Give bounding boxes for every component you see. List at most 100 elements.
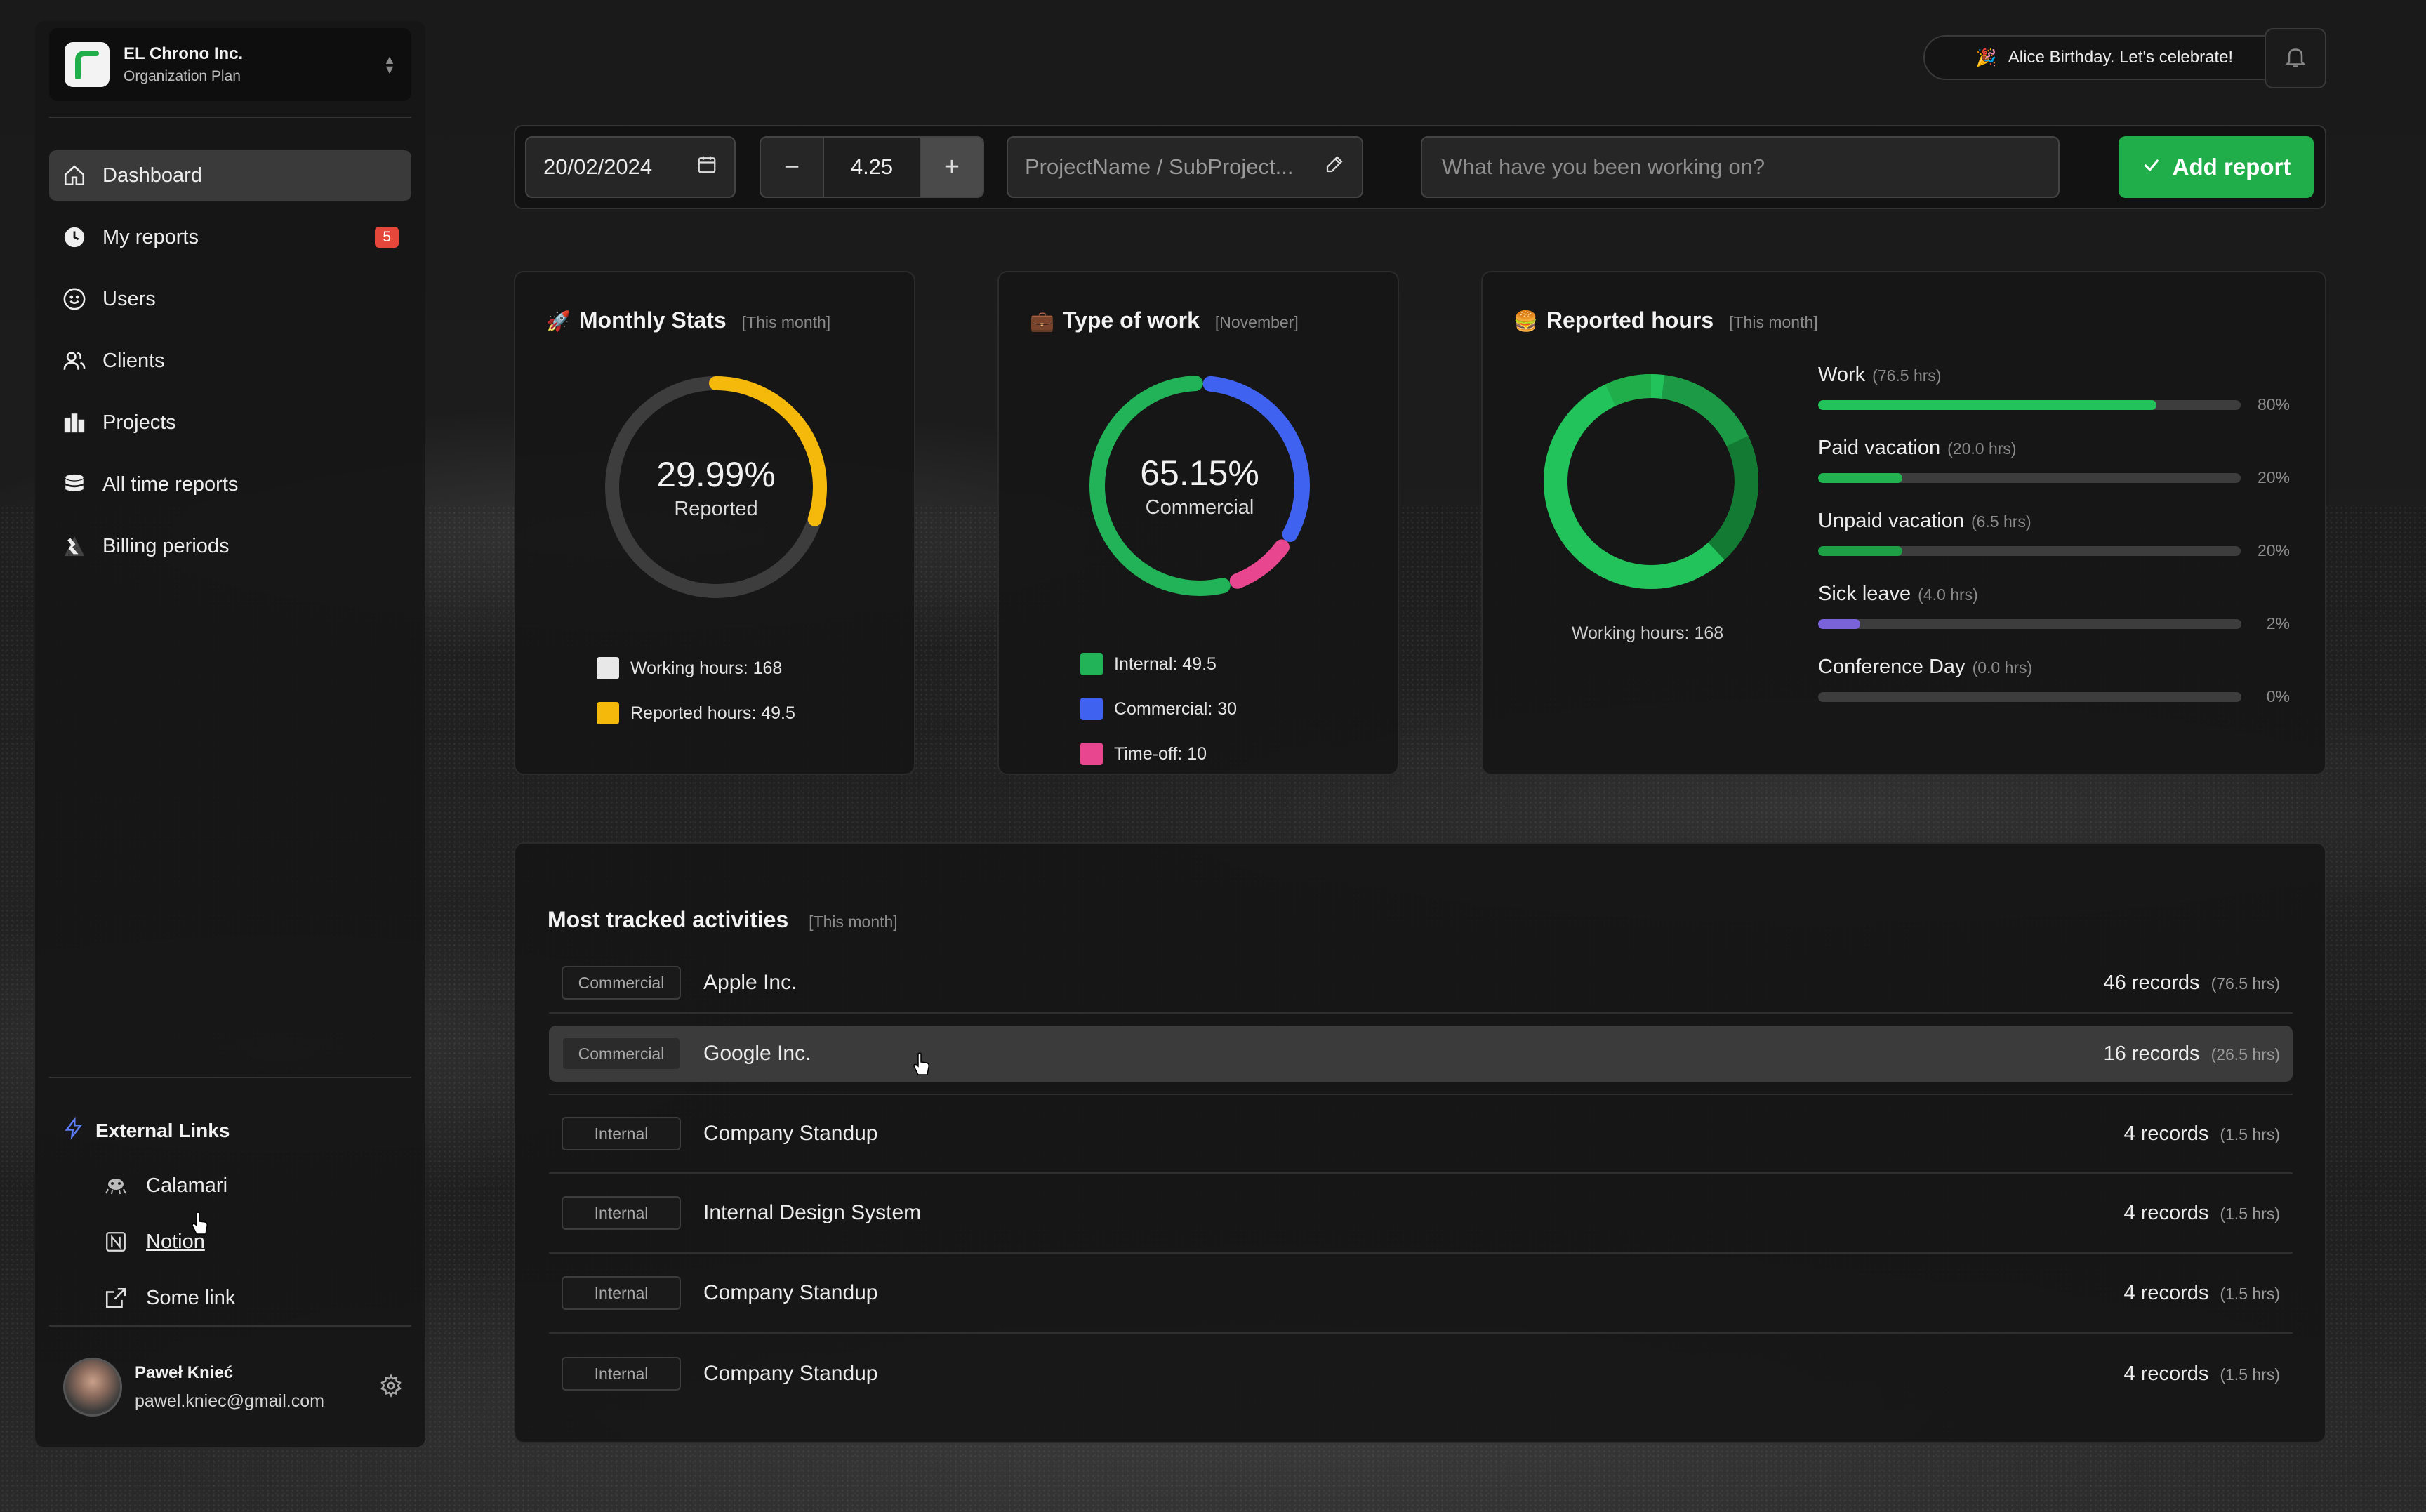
date-picker[interactable]: 20/02/2024 xyxy=(525,136,736,198)
divider xyxy=(49,1325,411,1327)
lightning-icon xyxy=(63,1116,84,1145)
legend-item: Working hours: 168 xyxy=(597,646,795,691)
type-of-work-card: 💼 Type of work [November] 65.15% Commerc… xyxy=(997,271,1399,775)
hours-item: Paid vacation (20.0 hrs) 20% xyxy=(1818,437,2290,486)
records-count: 4 records xyxy=(2123,1281,2209,1304)
hours-segment xyxy=(1544,374,1758,589)
hours-item: Work (76.5 hrs) 80% xyxy=(1818,364,2290,413)
smile-icon xyxy=(62,286,87,312)
calamari-icon xyxy=(104,1176,132,1195)
legend-swatch xyxy=(1080,698,1103,720)
birthday-notice[interactable]: 🎉 Alice Birthday. Let's celebrate! xyxy=(1923,35,2286,80)
external-link-label: Notion xyxy=(146,1230,205,1253)
period-tag: [This month] xyxy=(809,913,898,931)
check-icon xyxy=(2142,154,2161,180)
divider xyxy=(49,117,411,118)
notifications-button[interactable] xyxy=(2265,28,2326,88)
activities-list: Commercial Apple Inc. 46 records (76.5 hr… xyxy=(549,953,2293,1414)
working-hours-caption: Working hours: 168 xyxy=(1571,623,1724,643)
reported-arc xyxy=(605,376,827,598)
project-placeholder: ProjectName / SubProject... xyxy=(1025,154,1294,179)
type-badge: Commercial xyxy=(562,966,681,1000)
external-links: External Links Calamari Notion Some link xyxy=(63,1098,411,1326)
records-count: 4 records xyxy=(2123,1201,2209,1224)
activity-name: Company Standup xyxy=(703,1362,878,1385)
add-report-button[interactable]: Add report xyxy=(2119,136,2314,198)
reported-hours-list: Work (76.5 hrs) 80% Paid vacation (20.0 hr… xyxy=(1818,364,2290,729)
nav-label: Projects xyxy=(102,411,176,434)
period-tag: [This month] xyxy=(1729,313,1818,331)
nav-item-users[interactable]: Users xyxy=(49,274,411,324)
buildings-icon xyxy=(62,410,87,435)
activity-row[interactable]: Commercial Apple Inc. 46 records (76.5 hr… xyxy=(549,953,2293,1014)
records-count: 4 records xyxy=(2123,1362,2209,1385)
external-link-label: Calamari xyxy=(146,1174,228,1197)
add-report-bar: 20/02/2024 − 4.25 + ProjectName / SubPro… xyxy=(514,125,2326,209)
commercial-percent: 65.15% xyxy=(1140,453,1259,493)
work-type-segment xyxy=(1089,376,1310,596)
external-link-some-link[interactable]: Some link xyxy=(104,1270,411,1326)
records-hours: (1.5 hrs) xyxy=(2220,1125,2280,1143)
notion-icon xyxy=(104,1230,132,1254)
type-of-work-legend: Internal: 49.5 Commercial: 30 Time-off: … xyxy=(1080,642,1237,776)
nav-item-projects[interactable]: Projects xyxy=(49,397,411,448)
decrement-button[interactable]: − xyxy=(783,152,800,182)
hours-item: Sick leave (4.0 hrs) 2% xyxy=(1818,583,2290,632)
chevron-up-down-icon: ▲ ▼ xyxy=(383,53,396,77)
nav-label: Users xyxy=(102,287,156,310)
monthly-stats-legend: Working hours: 168 Reported hours: 49.5 xyxy=(597,646,795,736)
records-hours: (26.5 hrs) xyxy=(2210,1045,2280,1063)
description-input[interactable]: What have you been working on? xyxy=(1421,136,2060,198)
activity-name: Google Inc. xyxy=(703,1042,811,1065)
hand-cursor-icon xyxy=(913,1052,929,1075)
gear-icon[interactable] xyxy=(379,1373,403,1401)
nav-label: My reports xyxy=(102,225,199,248)
progress-fill xyxy=(1818,618,1861,629)
activity-name: Company Standup xyxy=(703,1281,878,1304)
nav-label: Billing periods xyxy=(102,534,230,557)
activity-row[interactable]: Internal Company Standup 4 records (1.5 h… xyxy=(549,1094,2293,1174)
monthly-stats-card: 🚀 Monthly Stats [This month] 29.99% Repo… xyxy=(514,271,915,775)
most-tracked-activities: Most tracked activities [This month] Com… xyxy=(514,842,2326,1443)
card-title: 🍔 Reported hours [This month] xyxy=(1513,307,1818,333)
organization-plan: Organization Plan xyxy=(124,68,241,84)
home-icon xyxy=(62,163,87,188)
records-hours: (1.5 hrs) xyxy=(2220,1284,2280,1303)
hours-item: Conference Day (0.0 hrs) 0% xyxy=(1818,656,2290,705)
external-link-calamari[interactable]: Calamari xyxy=(104,1158,411,1214)
progress-track xyxy=(1818,691,2242,702)
type-badge: Internal xyxy=(562,1117,681,1150)
party-icon: 🎉 xyxy=(1975,48,1997,67)
legend-swatch xyxy=(1080,743,1103,765)
work-type-segment xyxy=(1089,376,1310,596)
increment-button[interactable]: + xyxy=(921,138,983,197)
activity-row[interactable]: Internal Company Standup 4 records (1.5 h… xyxy=(549,1334,2293,1414)
nav-item-dashboard[interactable]: Dashboard xyxy=(49,150,411,201)
nav-item-my-reports[interactable]: My reports 5 xyxy=(49,212,411,263)
legend-item: Time-off: 10 xyxy=(1080,731,1237,776)
main-nav: Dashboard My reports 5 Users Clients P xyxy=(49,150,411,583)
external-link-notion[interactable]: Notion xyxy=(104,1214,411,1270)
work-type-segment xyxy=(1089,376,1310,596)
progress-fill xyxy=(1818,545,1903,556)
organization-switcher[interactable]: EL Chrono Inc. Organization Plan ▲ ▼ xyxy=(49,28,411,101)
notice-text: Alice Birthday. Let's celebrate! xyxy=(2008,48,2234,67)
avatar[interactable] xyxy=(63,1358,122,1417)
activity-row[interactable]: Commercial Google Inc. 16 records (26.5 h… xyxy=(549,1026,2293,1082)
hours-stepper: − 4.25 + xyxy=(760,136,984,198)
card-title: 💼 Type of work [November] xyxy=(1030,307,1299,333)
hours-value[interactable]: 4.25 xyxy=(823,138,921,197)
activity-name: Apple Inc. xyxy=(703,971,797,994)
project-selector[interactable]: ProjectName / SubProject... xyxy=(1007,136,1363,198)
progress-track xyxy=(1818,472,2241,483)
users-icon xyxy=(62,348,87,373)
activity-row[interactable]: Internal Internal Design System 4 record… xyxy=(549,1174,2293,1254)
nav-item-billing-periods[interactable]: Billing periods xyxy=(49,521,411,571)
legend-item: Commercial: 30 xyxy=(1080,687,1237,731)
nav-item-clients[interactable]: Clients xyxy=(49,336,411,386)
type-badge: Internal xyxy=(562,1357,681,1391)
commercial-caption: Commercial xyxy=(1145,496,1254,519)
activity-row[interactable]: Internal Company Standup 4 records (1.5 h… xyxy=(549,1254,2293,1334)
description-placeholder: What have you been working on? xyxy=(1442,154,1765,179)
nav-item-all-time-reports[interactable]: All time reports xyxy=(49,459,411,510)
